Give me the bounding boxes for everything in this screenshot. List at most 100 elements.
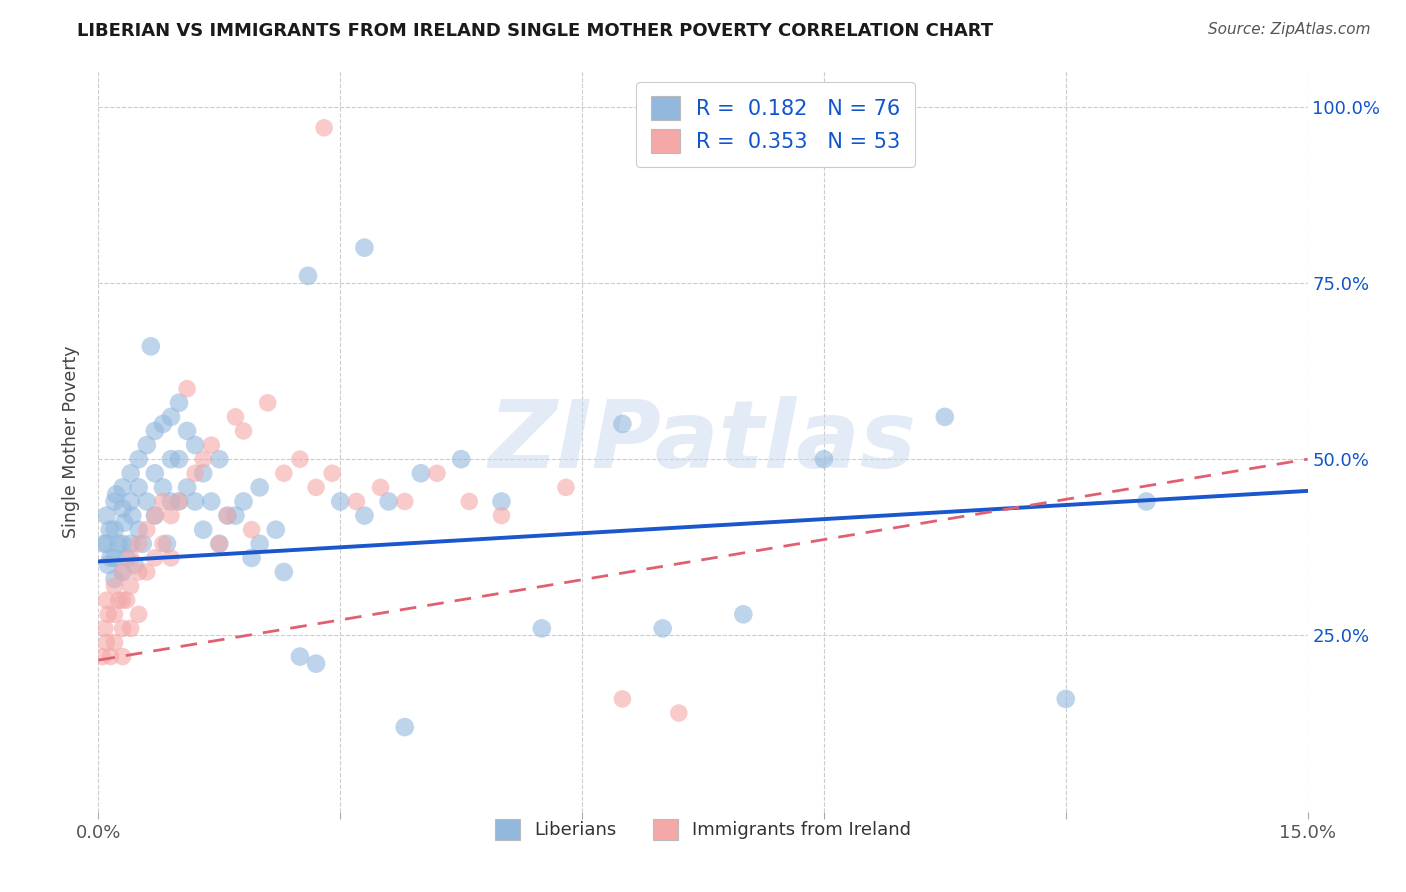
Point	[288, 452, 311, 467]
Point	[200, 438, 222, 452]
Point	[224, 409, 246, 424]
Point	[176, 480, 198, 494]
Point	[249, 480, 271, 494]
Point	[256, 396, 278, 410]
Point	[370, 480, 392, 494]
Point	[217, 508, 239, 523]
Point	[193, 523, 215, 537]
Point	[111, 565, 134, 579]
Point	[555, 480, 578, 494]
Point	[934, 409, 956, 424]
Point	[91, 649, 114, 664]
Point	[409, 467, 432, 481]
Point	[240, 550, 263, 565]
Point	[103, 523, 125, 537]
Point	[344, 494, 367, 508]
Point	[167, 494, 190, 508]
Point	[103, 494, 125, 508]
Point	[120, 537, 142, 551]
Point	[93, 537, 115, 551]
Point	[273, 467, 295, 481]
Point	[96, 537, 118, 551]
Point	[103, 607, 125, 622]
Point	[208, 537, 231, 551]
Point	[135, 523, 157, 537]
Point	[612, 417, 634, 431]
Text: LIBERIAN VS IMMIGRANTS FROM IRELAND SINGLE MOTHER POVERTY CORRELATION CHART: LIBERIAN VS IMMIGRANTS FROM IRELAND SING…	[77, 22, 994, 40]
Point	[176, 424, 198, 438]
Point	[184, 494, 207, 508]
Point	[160, 550, 183, 565]
Point	[121, 508, 143, 523]
Point	[111, 593, 134, 607]
Point	[98, 523, 121, 537]
Point	[193, 467, 215, 481]
Point	[232, 424, 254, 438]
Point	[353, 241, 375, 255]
Point	[143, 550, 166, 565]
Point	[491, 494, 513, 508]
Point	[152, 494, 174, 508]
Point	[112, 516, 135, 530]
Point	[458, 494, 481, 508]
Point	[264, 523, 287, 537]
Point	[297, 268, 319, 283]
Point	[176, 382, 198, 396]
Point	[200, 494, 222, 508]
Point	[100, 649, 122, 664]
Point	[152, 417, 174, 431]
Text: ZIPatlas: ZIPatlas	[489, 395, 917, 488]
Point	[100, 550, 122, 565]
Point	[208, 452, 231, 467]
Point	[120, 550, 142, 565]
Point	[232, 494, 254, 508]
Point	[132, 537, 155, 551]
Point	[394, 720, 416, 734]
Point	[97, 558, 120, 572]
Point	[167, 452, 190, 467]
Point	[115, 593, 138, 607]
Point	[651, 621, 673, 635]
Point	[103, 579, 125, 593]
Point	[111, 621, 134, 635]
Point	[135, 565, 157, 579]
Point	[111, 565, 134, 579]
Point	[167, 396, 190, 410]
Point	[143, 467, 166, 481]
Point	[105, 487, 128, 501]
Point	[305, 657, 328, 671]
Point	[184, 438, 207, 452]
Point	[143, 508, 166, 523]
Point	[288, 649, 311, 664]
Point	[491, 508, 513, 523]
Point	[612, 692, 634, 706]
Point	[160, 508, 183, 523]
Point	[1054, 692, 1077, 706]
Point	[1135, 494, 1157, 508]
Y-axis label: Single Mother Poverty: Single Mother Poverty	[62, 345, 80, 538]
Point	[120, 579, 142, 593]
Point	[426, 467, 449, 481]
Point	[124, 558, 146, 572]
Point	[314, 120, 336, 135]
Point	[128, 523, 150, 537]
Point	[217, 508, 239, 523]
Point	[160, 494, 183, 508]
Point	[103, 550, 125, 565]
Point	[120, 621, 142, 635]
Point	[208, 537, 231, 551]
Point	[139, 339, 162, 353]
Point	[530, 621, 553, 635]
Point	[813, 452, 835, 467]
Point	[160, 409, 183, 424]
Point	[120, 494, 142, 508]
Point	[224, 508, 246, 523]
Point	[249, 537, 271, 551]
Point	[668, 706, 690, 720]
Point	[353, 508, 375, 523]
Point	[111, 649, 134, 664]
Point	[128, 452, 150, 467]
Point	[107, 593, 129, 607]
Point	[128, 480, 150, 494]
Point	[240, 523, 263, 537]
